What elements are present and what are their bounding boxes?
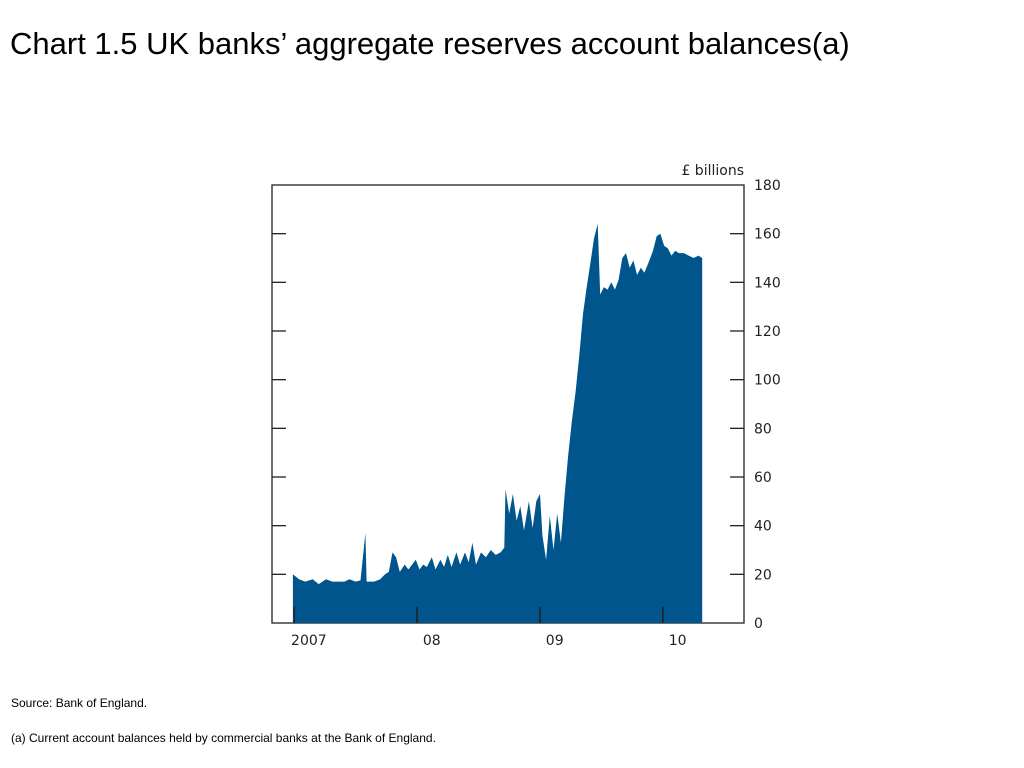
y-tick-label: 160	[754, 227, 781, 243]
source-note: Source: Bank of England.	[11, 696, 148, 710]
y-axis: 0 20 40 60 80 100 120 140 160 180	[272, 178, 781, 632]
y-tick-label: 20	[754, 567, 772, 583]
y-tick-label: 0	[754, 616, 763, 632]
y-tick-label: 40	[754, 519, 772, 535]
chart-title: Chart 1.5 UK banks’ aggregate reserves a…	[10, 26, 850, 61]
y-tick-label: 180	[754, 178, 781, 194]
y-axis-unit-label: £ billions	[681, 163, 744, 179]
series-area-0	[292, 223, 703, 623]
y-tick-label: 100	[754, 373, 781, 389]
x-tick-label: 2007	[291, 633, 327, 649]
x-tick-label: 10	[669, 633, 687, 649]
series-area-layer	[292, 223, 703, 623]
y-tick-label: 60	[754, 470, 772, 486]
y-tick-label: 80	[754, 421, 772, 437]
footnote: (a) Current account balances held by com…	[11, 731, 436, 745]
x-tick-label: 08	[423, 633, 441, 649]
x-axis: 2007 08 09 10	[291, 607, 687, 649]
y-tick-label: 120	[754, 324, 781, 340]
x-tick-label: 09	[546, 633, 564, 649]
reserves-area-chart: 0 20 40 60 80 100 120 140 160 180 2007 08 09 10 £ bi…	[271, 163, 781, 649]
y-tick-label: 140	[754, 275, 781, 291]
